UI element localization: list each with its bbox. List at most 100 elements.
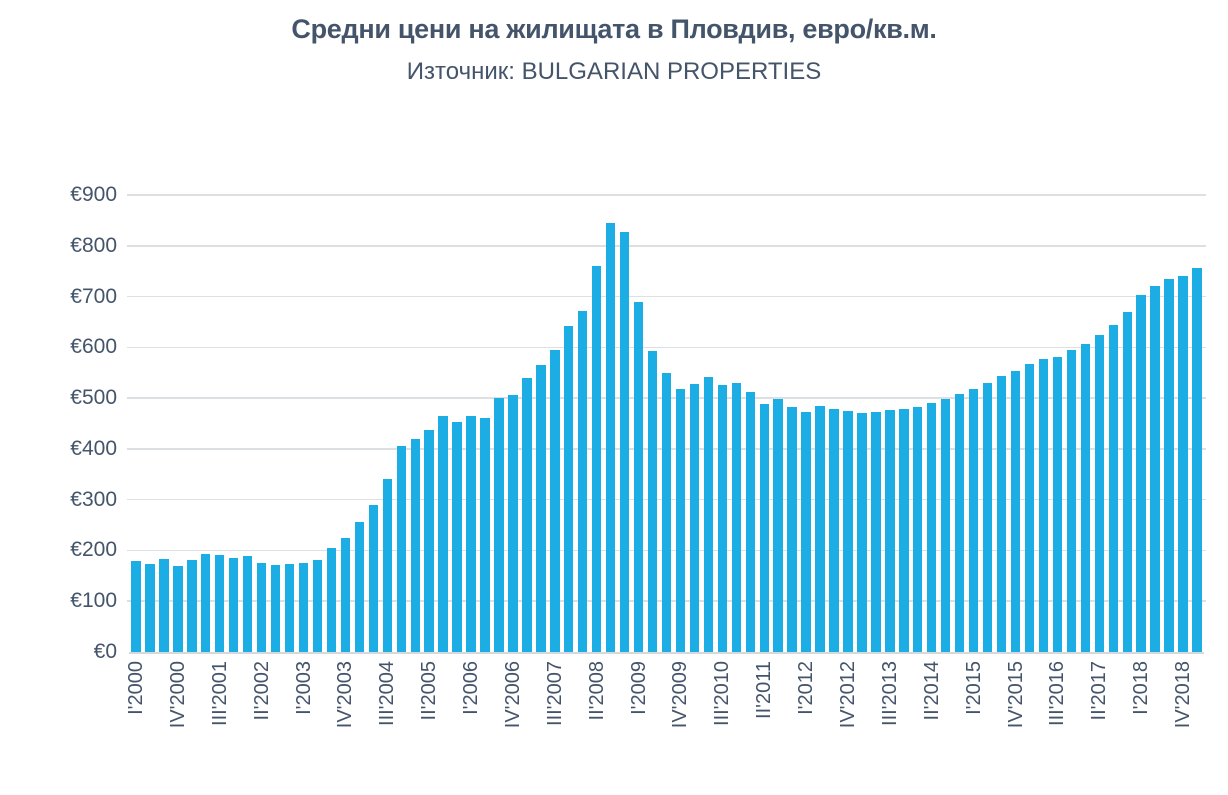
bar-I'2010 <box>689 384 700 652</box>
x-tick-label-IV'2018: IV'2018 <box>1172 661 1195 729</box>
bar-IV'2003 <box>340 537 351 652</box>
bar-IV'2000 <box>173 565 183 652</box>
bar-II'2007 <box>536 365 546 652</box>
bar-III'2006 <box>494 398 504 652</box>
y-tick-label-600: €600 <box>70 335 117 359</box>
bar-III'2016 <box>1052 356 1063 652</box>
gridline-800 <box>127 245 1206 247</box>
x-tick-label-I'2006: I'2006 <box>460 661 483 715</box>
bar-III'2013 <box>885 410 895 652</box>
bar-IV'2006 <box>508 394 518 652</box>
y-tick-label-500: €500 <box>70 386 117 410</box>
bar-II'2013 <box>871 412 881 652</box>
bar-I'2012 <box>801 411 811 652</box>
bar-I'2016 <box>1024 364 1035 652</box>
bar-II'2014 <box>927 403 937 652</box>
bar-I'2013 <box>857 413 867 652</box>
bar-I'2017 <box>1080 343 1091 652</box>
x-tick-label-II'2017: II'2017 <box>1088 661 1111 721</box>
bar-I'2018 <box>1136 295 1146 652</box>
gridline-900 <box>127 194 1206 196</box>
bar-III'2018 <box>1164 279 1174 652</box>
plot-area <box>127 194 1206 654</box>
bar-IV'2005 <box>452 421 462 652</box>
bar-III'2017 <box>1108 325 1118 652</box>
bar-III'2007 <box>550 350 560 652</box>
bar-I'2015 <box>968 388 979 652</box>
bar-I'2014 <box>913 406 923 652</box>
bar-I'2006 <box>466 415 476 652</box>
bar-II'2009 <box>647 350 658 652</box>
bar-II'2015 <box>982 383 993 652</box>
bar-II'2011 <box>759 404 769 652</box>
x-tick-label-I'2003: I'2003 <box>292 661 315 715</box>
y-tick-label-0: €0 <box>93 640 117 663</box>
bar-I'2003 <box>298 562 309 652</box>
bar-II'2005 <box>424 429 434 652</box>
bar-IV'2002 <box>284 564 295 652</box>
gridline-700 <box>127 295 1206 298</box>
bar-III'2012 <box>829 409 839 652</box>
bar-III'2001 <box>215 555 225 652</box>
x-tick-label-I'2009: I'2009 <box>627 661 650 715</box>
bar-II'2006 <box>480 417 490 652</box>
bar-I'2004 <box>354 521 365 652</box>
bar-II'2010 <box>703 377 714 652</box>
bar-III'2014 <box>941 399 951 652</box>
bar-I'2005 <box>410 438 420 652</box>
bar-I'2019 <box>1192 267 1202 652</box>
x-tick-label-III'2016: III'2016 <box>1046 661 1069 726</box>
bar-II'2016 <box>1038 359 1049 652</box>
bar-I'2007 <box>522 377 532 652</box>
y-tick-label-900: €900 <box>70 183 117 206</box>
bar-IV'2011 <box>787 406 797 652</box>
chart-subtitle: Източник: BULGARIAN PROPERTIES <box>406 58 822 85</box>
bar-III'2015 <box>996 376 1007 652</box>
bar-III'2002 <box>270 565 281 652</box>
bar-I'2001 <box>187 560 197 652</box>
x-tick-label-II'2005: II'2005 <box>418 661 441 721</box>
x-tick-label-III'2007: III'2007 <box>543 661 566 726</box>
x-tick-label-IV'2006: IV'2006 <box>501 661 524 729</box>
x-tick-label-III'2013: III'2013 <box>878 661 901 726</box>
x-tick-label-II'2002: II'2002 <box>250 661 273 721</box>
bar-IV'2004 <box>396 446 406 652</box>
y-tick-label-400: €400 <box>70 436 117 460</box>
x-tick-label-IV'2012: IV'2012 <box>836 661 859 729</box>
x-tick-label-IV'2000: IV'2000 <box>166 661 189 729</box>
bar-I'2000 <box>131 560 141 652</box>
bar-III'2008 <box>605 222 616 652</box>
bar-IV'2015 <box>1010 370 1021 652</box>
bar-III'2009 <box>661 373 672 652</box>
bar-IV'2013 <box>899 408 909 652</box>
bar-I'2008 <box>578 310 588 652</box>
bar-III'2010 <box>717 385 728 652</box>
bar-IV'2001 <box>229 558 239 652</box>
y-tick-label-700: €700 <box>70 284 117 308</box>
y-tick-label-800: €800 <box>70 233 117 257</box>
x-tick-label-II'2008: II'2008 <box>585 661 608 721</box>
bar-I'2002 <box>242 556 253 652</box>
bar-III'2011 <box>773 399 783 652</box>
bar-I'2009 <box>633 302 644 652</box>
x-tick-label-IV'2009: IV'2009 <box>669 661 692 729</box>
x-tick-label-III'2010: III'2010 <box>711 661 734 726</box>
bar-IV'2010 <box>731 383 741 652</box>
gridline-600 <box>127 346 1206 349</box>
y-tick-label-300: €300 <box>70 487 117 511</box>
x-tick-label-I'2018: I'2018 <box>1130 661 1153 715</box>
x-tick-label-II'2014: II'2014 <box>920 661 943 721</box>
bar-II'2017 <box>1094 335 1104 652</box>
bar-IV'2008 <box>619 231 630 652</box>
bar-I'2011 <box>745 391 755 652</box>
y-tick-label-100: €100 <box>70 589 117 613</box>
bar-II'2000 <box>145 563 155 652</box>
bar-II'2002 <box>256 562 267 652</box>
x-tick-label-I'2000: I'2000 <box>124 661 147 715</box>
x-tick-label-II'2011: II'2011 <box>753 661 776 719</box>
x-tick-label-III'2001: III'2001 <box>208 661 231 726</box>
x-tick-label-I'2015: I'2015 <box>962 661 985 715</box>
bar-II'2012 <box>815 405 825 652</box>
x-tick-label-IV'2003: IV'2003 <box>334 661 357 729</box>
